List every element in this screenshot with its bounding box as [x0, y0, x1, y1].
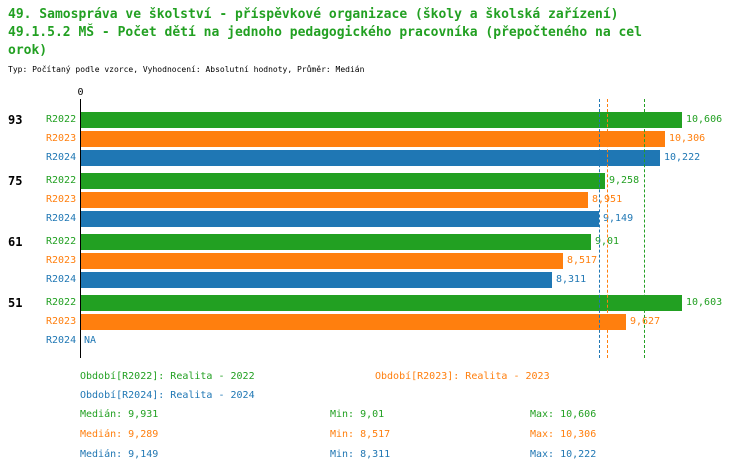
axis-zero-label: 0 [77, 87, 84, 98]
stat-min-r2024: Min: 8,311 [330, 449, 391, 460]
median-line [607, 99, 608, 358]
stat-min-r2022: Min: 9,01 [330, 409, 385, 420]
bar [80, 112, 682, 128]
median-line [644, 99, 645, 358]
bar [80, 295, 682, 311]
stat-max-r2023: Max: 10,306 [530, 429, 597, 440]
series-row-label: R2023 [46, 255, 77, 266]
bar-value-label: 10,603 [686, 297, 723, 308]
bar-value-label: 9,149 [603, 213, 634, 224]
bar [80, 253, 563, 269]
bar [80, 234, 591, 250]
bar [80, 150, 660, 166]
bar-value-label: 9,627 [630, 316, 661, 327]
category-label: 93 [8, 113, 23, 127]
stat-max-r2022: Max: 10,606 [530, 409, 597, 420]
series-row-label: R2022 [46, 114, 77, 125]
bar-value-label: 8,517 [567, 255, 598, 266]
category-label: 75 [8, 174, 23, 188]
chart-meta-line: Typ: Počítaný podle vzorce, Vyhodnocení:… [8, 65, 365, 74]
series-row-label: R2023 [46, 133, 77, 144]
bar [80, 272, 552, 288]
series-row-label: R2022 [46, 236, 77, 247]
legend-item-r2024: Období[R2024]: Realita - 2024 [80, 390, 255, 401]
series-row-label: R2022 [46, 175, 77, 186]
bar-value-label: 10,222 [664, 152, 701, 163]
median-line [599, 99, 600, 358]
chart-title-line1: 49. Samospráva ve školství - příspěvkové… [8, 7, 619, 22]
legend-item-r2023: Období[R2023]: Realita - 2023 [375, 371, 550, 382]
stat-median-r2022: Medián: 9,931 [80, 409, 159, 420]
bar-value-label: 10,306 [669, 133, 706, 144]
bar-value-label: 9,258 [609, 175, 640, 186]
bar-value-label: 8,311 [556, 274, 587, 285]
y-axis-line [80, 99, 81, 358]
bar-na-label: NA [84, 335, 97, 346]
stat-median-r2023: Medián: 9,289 [80, 429, 159, 440]
bar [80, 314, 626, 330]
series-row-label: R2024 [46, 335, 77, 346]
bar-value-label: 10,606 [686, 114, 723, 125]
category-label: 61 [8, 235, 23, 249]
stat-min-r2023: Min: 8,517 [330, 429, 391, 440]
stat-median-r2024: Medián: 9,149 [80, 449, 159, 460]
stat-max-r2024: Max: 10,222 [530, 449, 597, 460]
series-row-label: R2024 [46, 274, 77, 285]
legend-item-r2022: Období[R2022]: Realita - 2022 [80, 371, 255, 382]
bar [80, 192, 588, 208]
chart-title-line3: orok) [8, 43, 48, 58]
series-row-label: R2023 [46, 194, 77, 205]
chart-title-line2: 49.1.5.2 MŠ - Počet dětí na jednoho peda… [8, 25, 642, 40]
category-label: 51 [8, 296, 23, 310]
series-row-label: R2024 [46, 152, 77, 163]
series-row-label: R2022 [46, 297, 77, 308]
bar [80, 173, 605, 189]
bar [80, 211, 599, 227]
series-row-label: R2023 [46, 316, 77, 327]
bar [80, 131, 665, 147]
series-row-label: R2024 [46, 213, 77, 224]
